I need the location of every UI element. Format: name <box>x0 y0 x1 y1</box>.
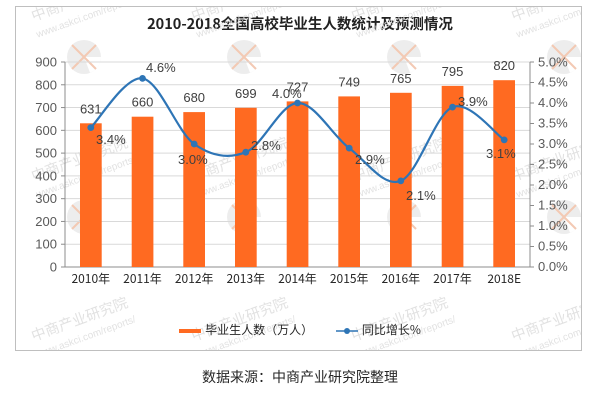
svg-text:749: 749 <box>338 74 360 89</box>
svg-text:0.0%: 0.0% <box>538 259 568 274</box>
svg-text:4.0%: 4.0% <box>272 86 302 101</box>
svg-text:200: 200 <box>35 214 57 229</box>
svg-text:3.4%: 3.4% <box>96 132 126 147</box>
svg-text:500: 500 <box>35 146 57 161</box>
svg-text:2011年: 2011年 <box>123 270 162 287</box>
svg-text:600: 600 <box>35 123 57 138</box>
svg-text:400: 400 <box>35 168 57 183</box>
svg-text:680: 680 <box>183 90 205 105</box>
svg-text:3.1%: 3.1% <box>486 146 516 161</box>
svg-text:3.5%: 3.5% <box>538 116 568 131</box>
svg-text:0: 0 <box>50 260 57 275</box>
svg-text:2.8%: 2.8% <box>251 138 281 153</box>
svg-text:2.5%: 2.5% <box>538 157 568 172</box>
svg-text:2018E: 2018E <box>487 270 521 287</box>
svg-text:2017年: 2017年 <box>433 270 472 287</box>
svg-text:2014年: 2014年 <box>278 270 317 287</box>
svg-text:5.0%: 5.0% <box>538 55 568 70</box>
svg-text:4.5%: 4.5% <box>538 75 568 90</box>
svg-text:2015年: 2015年 <box>330 270 369 287</box>
svg-text:300: 300 <box>35 191 57 206</box>
svg-text:2010年: 2010年 <box>71 270 110 287</box>
svg-text:0.5%: 0.5% <box>538 239 568 254</box>
svg-text:2.1%: 2.1% <box>406 188 436 203</box>
svg-text:3.0%: 3.0% <box>178 152 208 167</box>
svg-text:1.0%: 1.0% <box>538 218 568 233</box>
svg-text:820: 820 <box>493 58 515 73</box>
svg-text:3.9%: 3.9% <box>458 94 488 109</box>
svg-text:800: 800 <box>35 77 57 92</box>
svg-text:2.0%: 2.0% <box>538 177 568 192</box>
svg-text:795: 795 <box>442 64 464 79</box>
svg-text:765: 765 <box>390 71 412 86</box>
svg-text:2016年: 2016年 <box>381 270 420 287</box>
svg-text:660: 660 <box>132 95 154 110</box>
svg-text:2013年: 2013年 <box>226 270 265 287</box>
svg-text:100: 100 <box>35 237 57 252</box>
svg-text:2012年: 2012年 <box>175 270 214 287</box>
svg-text:4.0%: 4.0% <box>538 95 568 110</box>
svg-text:4.6%: 4.6% <box>146 60 176 75</box>
svg-text:699: 699 <box>235 86 257 101</box>
svg-text:700: 700 <box>35 100 57 115</box>
svg-text:3.0%: 3.0% <box>538 136 568 151</box>
svg-text:631: 631 <box>80 101 102 116</box>
svg-text:900: 900 <box>35 55 57 70</box>
svg-text:2.9%: 2.9% <box>355 152 385 167</box>
svg-text:1.5%: 1.5% <box>538 198 568 213</box>
